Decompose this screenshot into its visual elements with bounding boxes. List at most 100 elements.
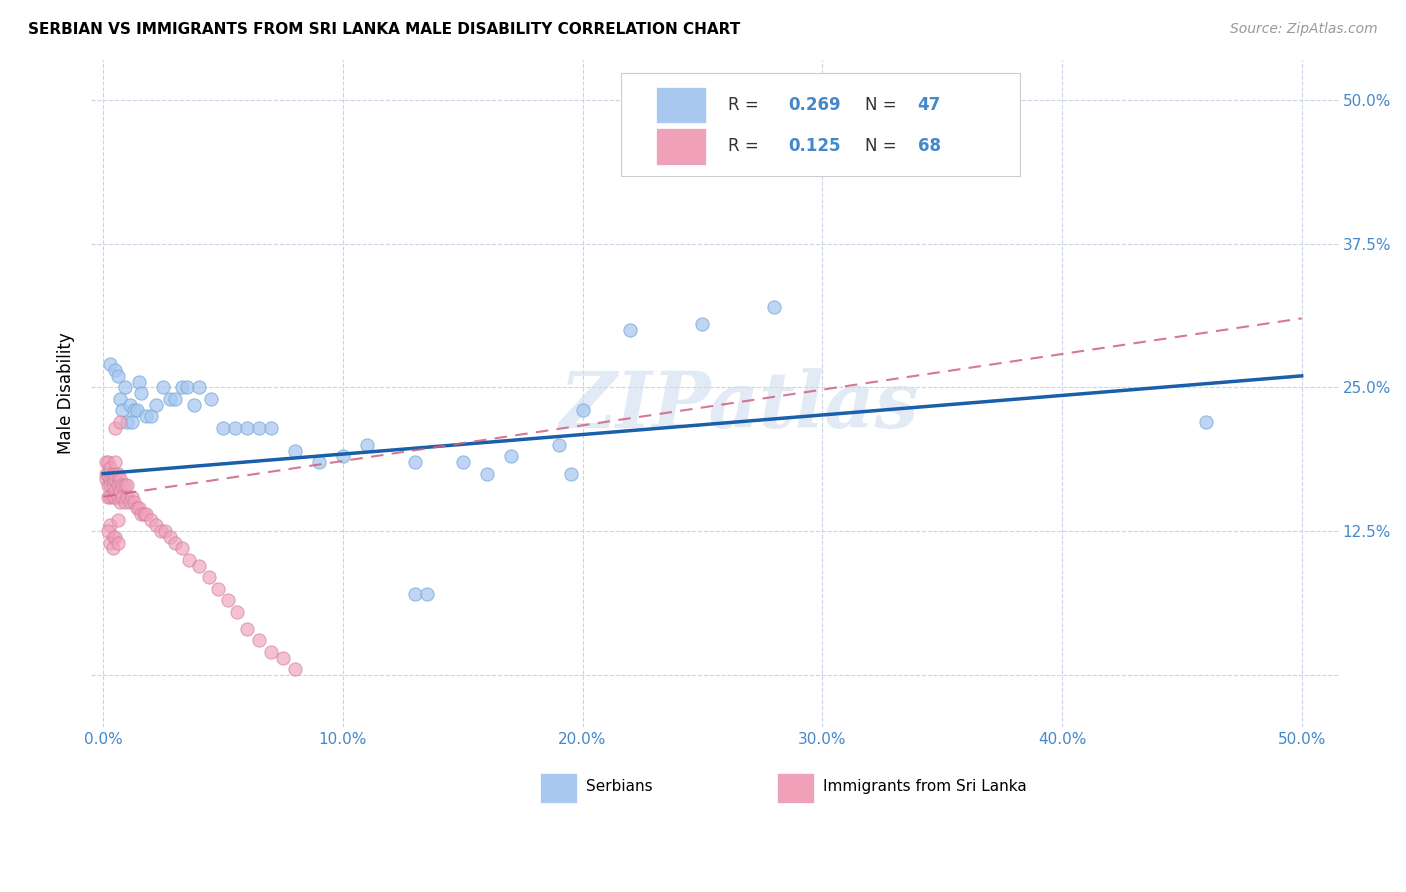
- Point: [98, 490, 121, 504]
- FancyBboxPatch shape: [540, 773, 578, 804]
- Point: [101, 490, 124, 504]
- Text: N =: N =: [865, 96, 903, 114]
- Point: [107, 490, 129, 504]
- Point: [1195, 415, 1218, 429]
- Point: [108, 392, 131, 406]
- Point: [104, 483, 127, 498]
- Point: [108, 415, 131, 429]
- FancyBboxPatch shape: [655, 128, 706, 165]
- Point: [212, 420, 235, 434]
- Point: [101, 472, 124, 486]
- FancyBboxPatch shape: [655, 87, 706, 123]
- Point: [271, 650, 294, 665]
- Point: [247, 420, 270, 434]
- Point: [97, 490, 120, 504]
- Point: [101, 478, 124, 492]
- Point: [475, 467, 498, 481]
- Point: [183, 398, 205, 412]
- Point: [547, 438, 569, 452]
- Point: [98, 357, 121, 371]
- Point: [176, 380, 198, 394]
- Point: [108, 483, 131, 498]
- Point: [107, 478, 129, 492]
- Point: [114, 380, 136, 394]
- Point: [124, 495, 146, 509]
- Point: [128, 375, 150, 389]
- Point: [114, 495, 136, 509]
- Text: Immigrants from Sri Lanka: Immigrants from Sri Lanka: [823, 780, 1026, 794]
- Point: [835, 121, 858, 136]
- Point: [107, 467, 129, 481]
- Point: [284, 662, 307, 676]
- Point: [165, 392, 187, 406]
- Point: [108, 495, 131, 509]
- Point: [260, 645, 283, 659]
- Point: [165, 535, 187, 549]
- Point: [98, 461, 121, 475]
- Point: [97, 524, 120, 538]
- Point: [104, 363, 127, 377]
- Point: [499, 450, 522, 464]
- Point: [98, 472, 121, 486]
- Point: [111, 478, 134, 492]
- Text: Source: ZipAtlas.com: Source: ZipAtlas.com: [1230, 22, 1378, 37]
- Point: [207, 582, 229, 596]
- Point: [451, 455, 474, 469]
- Point: [128, 501, 150, 516]
- Point: [560, 467, 582, 481]
- Point: [111, 403, 134, 417]
- Point: [149, 524, 172, 538]
- Point: [118, 495, 141, 509]
- Text: N =: N =: [865, 137, 903, 155]
- Point: [260, 420, 283, 434]
- Point: [115, 415, 138, 429]
- Point: [247, 633, 270, 648]
- Point: [108, 472, 131, 486]
- Text: 68: 68: [918, 137, 941, 155]
- Point: [97, 467, 120, 481]
- Y-axis label: Male Disability: Male Disability: [58, 332, 75, 454]
- Point: [111, 490, 134, 504]
- Point: [308, 455, 330, 469]
- Point: [104, 467, 127, 481]
- Point: [179, 553, 201, 567]
- Point: [104, 472, 127, 486]
- Text: R =: R =: [728, 96, 763, 114]
- Text: Serbians: Serbians: [586, 780, 652, 794]
- Point: [217, 593, 239, 607]
- Point: [104, 455, 127, 469]
- Point: [97, 478, 120, 492]
- Point: [104, 420, 127, 434]
- Point: [98, 535, 121, 549]
- Point: [236, 420, 259, 434]
- Text: 0.269: 0.269: [787, 96, 841, 114]
- Point: [356, 438, 378, 452]
- Point: [188, 558, 211, 573]
- Point: [98, 478, 121, 492]
- Point: [692, 317, 714, 331]
- Point: [107, 513, 129, 527]
- Point: [94, 455, 117, 469]
- Point: [125, 403, 148, 417]
- Point: [159, 392, 181, 406]
- Point: [121, 415, 143, 429]
- Point: [135, 507, 157, 521]
- Point: [114, 478, 136, 492]
- Point: [135, 409, 157, 424]
- Point: [131, 507, 153, 521]
- Point: [224, 420, 246, 434]
- Point: [619, 323, 641, 337]
- Point: [200, 392, 222, 406]
- Point: [159, 530, 181, 544]
- Point: [104, 530, 127, 544]
- Point: [118, 398, 141, 412]
- Point: [145, 398, 167, 412]
- Point: [104, 490, 127, 504]
- Point: [152, 380, 174, 394]
- Point: [139, 409, 162, 424]
- Point: [101, 541, 124, 556]
- Point: [145, 518, 167, 533]
- Point: [125, 501, 148, 516]
- FancyBboxPatch shape: [776, 773, 814, 804]
- Point: [571, 403, 593, 417]
